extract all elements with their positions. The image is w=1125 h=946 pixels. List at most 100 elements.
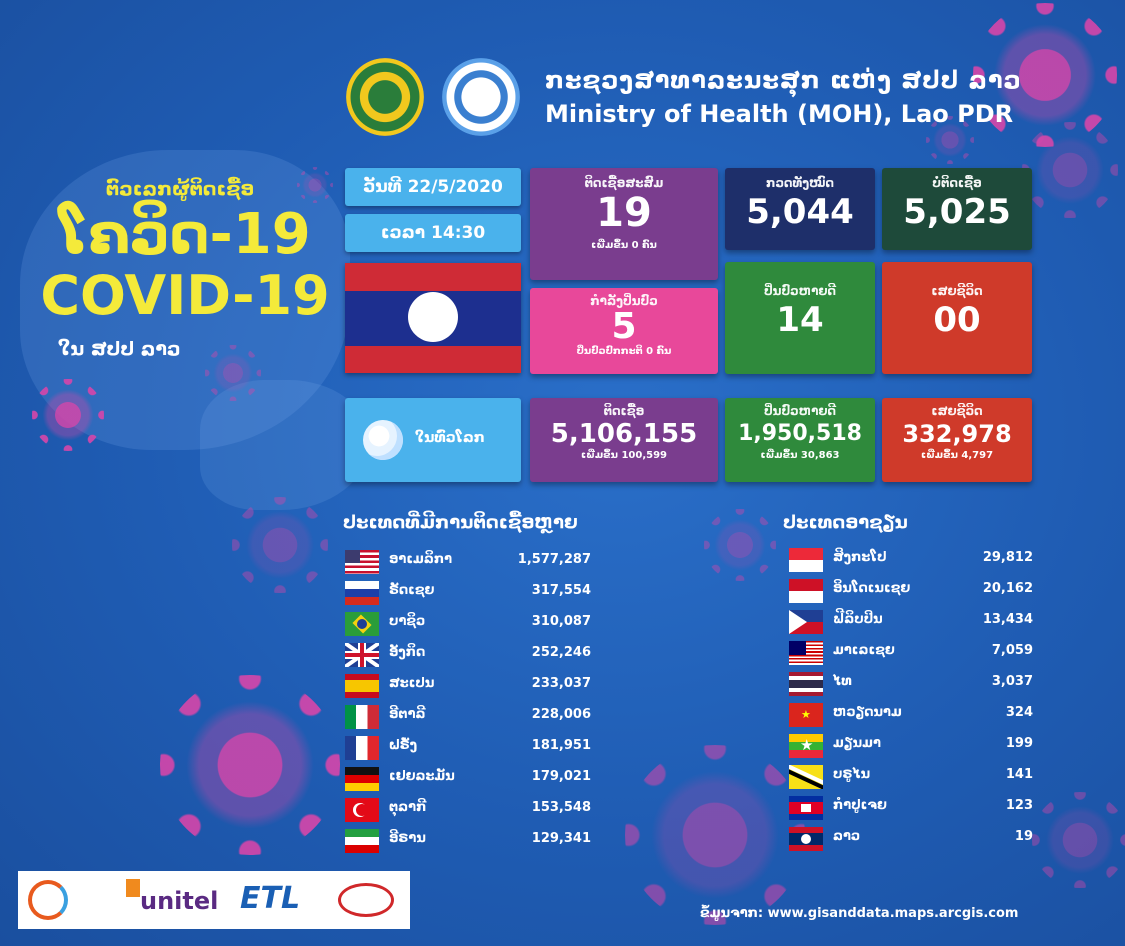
case-count: 181,951 — [531, 738, 591, 753]
country-name: ອິນໂດເນເຊຍ — [833, 581, 911, 596]
top-country-row: ອາເມລິກາ 1,577,287 — [345, 548, 591, 578]
time-text: ເວລາ 14:30 — [380, 223, 486, 243]
top-country-row: ອັງກິດ 252,246 — [345, 641, 591, 671]
virus-decoration — [297, 167, 333, 203]
country-name: ຕຸລາກີ — [389, 800, 427, 815]
world-infected-card: ຕິດເຊື້ອ 5,106,155 ເພີ່ມຂຶ້ນ 100,599 — [530, 398, 718, 482]
recovered-value: 14 — [776, 300, 824, 340]
negative-value: 5,025 — [903, 192, 1011, 232]
kh-flag-icon — [789, 796, 823, 820]
es-flag-icon — [345, 674, 379, 698]
case-count: 324 — [1005, 705, 1033, 720]
world-recovered-change: ເພີ່ມຂຶ້ນ 30,863 — [760, 450, 840, 461]
treating-value: 5 — [611, 306, 637, 347]
ir-flag-icon — [345, 829, 379, 853]
country-name: ຣັດເຊຍ — [389, 583, 435, 598]
cumulative-cases-value: 19 — [596, 190, 652, 236]
world-deaths-change: ເພີ່ມຂຶ້ນ 4,797 — [920, 450, 994, 461]
recovered-card: ປິ່ນປົວຫາຍດີ 14 — [725, 262, 875, 374]
asean-title: ປະເທດອາຊຽນ — [783, 512, 908, 533]
country-name: ຫວຽດນາມ — [833, 705, 902, 720]
top-country-row: ສະເປນ 233,037 — [345, 672, 591, 702]
br-flag-icon — [345, 612, 379, 636]
world-deaths-card: ເສຍຊີວິດ 332,978 ເພີ່ມຂຶ້ນ 4,797 — [882, 398, 1032, 482]
country-name: ຝຣັ່ງ — [389, 738, 418, 753]
it-flag-icon — [345, 705, 379, 729]
world-recovered-label: ປິ່ນປົວຫາຍດີ — [763, 404, 837, 418]
treating-card: ກຳລັງປິ່ນປົວ 5 ປິ່ນປົວປົກກະຕິ 0 ຄົນ — [530, 288, 718, 374]
time-badge: ເວລາ 14:30 — [345, 214, 521, 252]
tested-label: ກວດທັງໝົດ — [766, 176, 834, 190]
my-flag-icon — [789, 641, 823, 665]
laos-map-shape-lower — [200, 380, 370, 510]
asean-country-row: ໄທ 3,037 — [789, 670, 1033, 700]
infected-count-heading: ຕົວເລກຜູ້ຕິດເຊື້ອ — [105, 178, 255, 200]
case-count: 129,341 — [531, 831, 591, 846]
mm-flag-icon: ★ — [789, 734, 823, 758]
top-country-row: ອີຣານ 129,341 — [345, 827, 591, 857]
ministry-logo-icon — [28, 880, 68, 920]
case-count: 13,434 — [982, 612, 1033, 627]
world-badge: ໃນທົ່ວໂລກ — [345, 398, 521, 482]
case-count: 1,577,287 — [517, 552, 591, 567]
asean-country-row: ຟີລິບປິນ 13,434 — [789, 608, 1033, 638]
country-name: ອັງກິດ — [389, 645, 426, 660]
vn-flag-icon: ★ — [789, 703, 823, 727]
top-country-row: ຝຣັ່ງ 181,951 — [345, 734, 591, 764]
top-country-row: ເຢຍລະມັນ 179,021 — [345, 765, 591, 795]
covid-title-english: COVID-19 — [40, 264, 330, 327]
virus-decoration — [973, 3, 1117, 147]
case-count: 199 — [1005, 736, 1033, 751]
asean-country-row: ອິນໂດເນເຊຍ 20,162 — [789, 577, 1033, 607]
negative-label: ບໍ່ຕິດເຊື້ອ — [932, 176, 982, 190]
us-flag-icon — [345, 550, 379, 574]
virus-decoration — [1032, 792, 1125, 888]
country-name: ເຢຍລະມັນ — [389, 769, 455, 784]
tr-flag-icon — [345, 798, 379, 822]
unitel-logo-mark — [126, 879, 140, 897]
ph-flag-icon — [789, 610, 823, 634]
top-country-row: ບາຊິວ 310,087 — [345, 610, 591, 640]
case-count: 153,548 — [531, 800, 591, 815]
treating-label: ກຳລັງປິ່ນປົວ — [590, 294, 658, 308]
country-name: ສິງກະໂປ — [833, 550, 887, 565]
country-name: ອີຣານ — [389, 831, 426, 846]
case-count: 252,246 — [531, 645, 591, 660]
case-count: 141 — [1005, 767, 1033, 782]
ministry-title-lao: ກະຊວງສາທາລະນະສຸກ ແຫ່ງ ສປປ ລາວ — [545, 66, 1022, 94]
deaths-label: ເສຍຊີວິດ — [931, 284, 983, 298]
top-country-row: ຣັດເຊຍ 317,554 — [345, 579, 591, 609]
negative-card: ບໍ່ຕິດເຊື້ອ 5,025 — [882, 168, 1032, 250]
top-country-row: ອີຕາລີ 228,006 — [345, 703, 591, 733]
la-flag-icon — [789, 827, 823, 851]
asean-country-row: ກຳປູເຈຍ 123 — [789, 794, 1033, 824]
cumulative-cases-card: ຕິດເຊື້ອສະສົມ 19 ເພີ່ມຂຶ້ນ 0 ຄົນ — [530, 168, 718, 280]
world-infected-label: ຕິດເຊື້ອ — [603, 404, 645, 418]
world-infected-change: ເພີ່ມຂຶ້ນ 100,599 — [581, 450, 667, 461]
fr-flag-icon — [345, 736, 379, 760]
world-deaths-label: ເສຍຊີວິດ — [931, 404, 983, 418]
lao-flag — [345, 263, 521, 373]
world-deaths-value: 332,978 — [902, 420, 1012, 448]
moh-logo — [442, 58, 520, 136]
case-count: 233,037 — [531, 676, 591, 691]
virus-decoration — [1022, 122, 1118, 218]
top-countries-title: ປະເທດທີ່ມີການຕິດເຊື້ອຫຼາຍ — [343, 512, 578, 533]
case-count: 3,037 — [991, 674, 1033, 689]
case-count: 19 — [1014, 829, 1033, 844]
asean-country-row: ບຣູໄນ 141 — [789, 763, 1033, 793]
bn-flag-icon — [789, 765, 823, 789]
globe-icon — [363, 420, 403, 460]
date-text: ວັນທີ 22/5/2020 — [363, 177, 503, 197]
country-name: ສະເປນ — [389, 676, 435, 691]
tested-value: 5,044 — [746, 192, 854, 232]
country-name: ມຽນມາ — [833, 736, 881, 751]
virus-decoration — [232, 497, 328, 593]
world-label: ໃນທົ່ວໂລກ — [415, 430, 485, 446]
de-flag-icon — [345, 767, 379, 791]
data-source: ຂໍ້ມູນຈາກ: www.gisanddata.maps.arcgis.co… — [700, 906, 1019, 921]
sg-flag-icon — [789, 548, 823, 572]
case-count: 228,006 — [531, 707, 591, 722]
treating-change: ປິ່ນປົວປົກກະຕິ 0 ຄົນ — [576, 346, 672, 357]
